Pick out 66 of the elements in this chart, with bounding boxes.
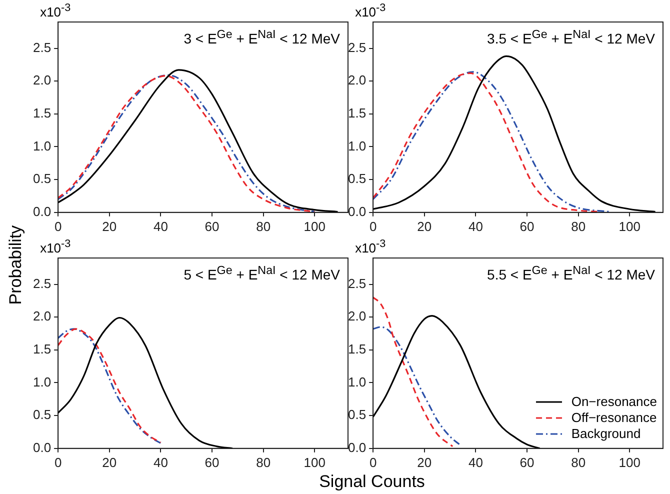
line-series: [373, 314, 541, 448]
text: x10$^{-3}$: [40, 238, 71, 256]
y-tick-label: 0.5: [32, 171, 52, 186]
y-tick-label: 0.5: [32, 407, 52, 422]
text: 5.5 < E$^{Ge}$ + E$^{NaI}$ < 12 MeV: [487, 264, 655, 283]
legend-label: On−resonance: [571, 394, 657, 410]
x-tick-label: 20: [417, 454, 432, 470]
x-tick-label: 20: [102, 218, 117, 234]
y-tick-label: 1.5: [348, 341, 366, 356]
x-tick-label: 60: [204, 454, 220, 470]
legend-label: Off−resonance: [571, 410, 657, 426]
y-tick-label: 2.5: [32, 276, 52, 291]
x-tick-label: 40: [468, 218, 483, 234]
x-tick-label: 60: [520, 454, 534, 470]
x-tick-label: 0: [54, 454, 62, 470]
x-tick-label: 80: [256, 218, 271, 234]
y-tick-label: 0.0: [32, 440, 52, 455]
y-tick-label: 2.0: [348, 308, 366, 324]
y-tick-label: 1.5: [32, 105, 52, 120]
line-series: [373, 296, 454, 448]
x-tick-label: 60: [204, 218, 220, 234]
x-tick-label: 20: [102, 454, 117, 470]
x-tick-label: 40: [153, 454, 168, 470]
x-tick-label: 100: [304, 454, 326, 470]
x-tick-label: 0: [54, 218, 62, 234]
x-tick-label: 100: [618, 218, 640, 234]
text: x10$^{-3}$: [40, 2, 71, 20]
x-tick-label: 100: [618, 454, 640, 470]
y-tick-label: 2.5: [32, 40, 52, 55]
y-tick-label: 2.5: [348, 276, 366, 291]
x-tick-label: 80: [571, 454, 586, 470]
line-series: [58, 316, 234, 448]
x-tick-label: 40: [153, 218, 168, 234]
x-tick-label: 40: [468, 454, 483, 470]
y-tick-label: 0.0: [348, 204, 366, 219]
y-tick-label: 2.0: [32, 308, 52, 324]
line-series: [373, 326, 462, 446]
x-tick-label: 0: [369, 454, 377, 470]
x-tick-label: 80: [256, 454, 271, 470]
y-tick-label: 2.0: [348, 72, 366, 88]
y-tick-label: 1.0: [348, 138, 366, 154]
y-axis-title: Probability: [6, 225, 26, 305]
y-tick-label: 0.5: [348, 407, 366, 422]
x-tick-label: 100: [304, 218, 326, 234]
text: 5 < E$^{Ge}$ + E$^{NaI}$ < 12 MeV: [184, 264, 340, 283]
line-series: [373, 55, 656, 212]
y-tick-label: 1.0: [32, 138, 52, 154]
legend-label: Background: [571, 426, 641, 442]
y-tick-label: 1.0: [32, 374, 52, 390]
y-tick-label: 1.5: [348, 105, 366, 120]
x-tick-label: 60: [520, 218, 534, 234]
text: 3.5 < E$^{Ge}$ + E$^{NaI}$ < 12 MeV: [487, 28, 655, 47]
y-tick-label: 0.0: [348, 440, 366, 455]
y-tick-label: 2.5: [348, 40, 366, 55]
y-tick-label: 0.5: [348, 171, 366, 186]
x-tick-label: 20: [417, 218, 432, 234]
text: x10$^{-3}$: [355, 238, 386, 256]
text: 3 < E$^{Ge}$ + E$^{NaI}$ < 12 MeV: [184, 28, 340, 47]
y-tick-label: 1.0: [348, 374, 366, 390]
y-tick-label: 1.5: [32, 341, 52, 356]
x-tick-label: 80: [571, 218, 586, 234]
y-tick-label: 2.0: [32, 72, 52, 88]
y-tick-label: 0.0: [32, 204, 52, 219]
text: x10$^{-3}$: [355, 2, 386, 20]
x-tick-label: 0: [369, 218, 377, 234]
x-axis-title: Signal Counts: [319, 472, 425, 492]
